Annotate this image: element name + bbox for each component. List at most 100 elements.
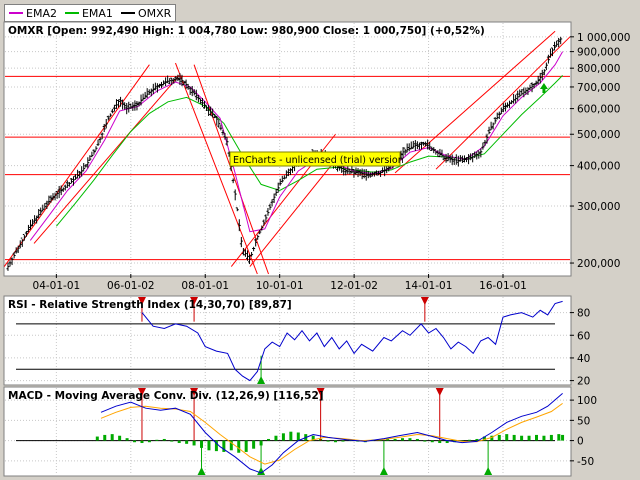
- price-y-tick-label: 200,000: [577, 258, 620, 270]
- legend-label-ema1: EMA1: [81, 6, 113, 20]
- legend-item-ema1: EMA1: [64, 6, 113, 20]
- macd-hist-bar: [140, 440, 144, 444]
- macd-buy-marker: [484, 467, 493, 475]
- legend-item-ema2: EMA2: [9, 7, 57, 20]
- price-markers: [539, 82, 548, 93]
- price-grid: [5, 23, 570, 275]
- macd-hist-bar: [561, 434, 565, 441]
- macd-sell-marker: [190, 388, 199, 396]
- macd-hist-bar: [133, 440, 137, 443]
- rsi-line: [141, 300, 563, 382]
- macd-markers: [137, 388, 493, 475]
- macd-hist-bar: [244, 440, 248, 452]
- macd-hist-bar: [430, 440, 434, 443]
- rsi-y-tick-label: 20: [577, 376, 590, 388]
- price-y-tick-label: 300,000: [577, 201, 620, 213]
- macd-hist-bar: [438, 440, 442, 444]
- macd-sell-marker: [435, 388, 444, 396]
- rsi-sell-marker: [420, 297, 429, 305]
- macd-hist-bar: [520, 435, 524, 441]
- macd-hist-bar: [252, 440, 256, 449]
- macd-hist-bar: [192, 440, 196, 446]
- macd-hist-bar: [222, 440, 226, 452]
- price-x-tick-label: 12-01-02: [330, 280, 378, 292]
- price-y-ticks: 200,000 300,000 400,000 500,000 600,000 700,0…: [570, 32, 630, 270]
- macd-hist-bar: [311, 435, 315, 441]
- legend-item-omxr: OMXR: [120, 6, 172, 20]
- rsi-levels: [16, 323, 555, 370]
- macd-hist-bar: [468, 439, 472, 441]
- macd-hist-bar: [401, 438, 405, 441]
- legend-swatch-ema2: [9, 12, 23, 14]
- watermark-bg: [229, 151, 401, 167]
- price-panel-bg: [3, 21, 572, 277]
- macd-title: MACD - Moving Average Conv. Div. (12,26,…: [8, 390, 324, 402]
- macd-hist-bar: [490, 435, 494, 441]
- legend-label-omxr: OMXR: [137, 6, 172, 20]
- price-x-ticks: 04-01-01 06-01-02 08-01-01 10-01-01 12-01-02…: [33, 274, 527, 292]
- macd-hist-bar: [296, 432, 300, 441]
- price-y-tick-label: 500,000: [577, 129, 620, 141]
- macd-hist-bar: [118, 435, 122, 441]
- macd-grid: [5, 388, 570, 475]
- price-x-tick-label: 14-01-01: [405, 280, 453, 292]
- rsi-y-tick-label: 60: [577, 330, 590, 342]
- ema2-line: [29, 51, 564, 241]
- macd-buy-marker: [257, 467, 266, 475]
- macd-hist-bar: [445, 440, 449, 444]
- price-x-tick-label: 04-01-01: [33, 280, 81, 292]
- macd-hist-bar: [177, 440, 181, 444]
- macd-hist-bar: [535, 434, 539, 441]
- price-x-tick-label: 08-01-01: [181, 280, 229, 292]
- macd-hist-bar: [274, 435, 278, 441]
- macd-buy-marker: [379, 467, 388, 475]
- price-levels: [5, 75, 570, 261]
- macd-hist-bar: [497, 434, 501, 441]
- macd-y-tick-label: 0: [577, 436, 584, 448]
- macd-hist-bar: [408, 438, 412, 441]
- price-trend-line: [249, 155, 340, 267]
- macd-hist-bar: [267, 438, 271, 441]
- legend-swatch-ema1: [64, 12, 79, 14]
- price-x-tick-label: 10-01-01: [256, 280, 304, 292]
- price-trend-line: [435, 36, 571, 170]
- macd-hist-bar: [147, 440, 151, 443]
- price-x-tick-label: 16-01-01: [479, 280, 527, 292]
- macd-hist-bar: [229, 440, 233, 451]
- macd-hist-bar: [341, 440, 345, 442]
- macd-hist-bar: [185, 440, 189, 444]
- macd-hist-bar: [162, 438, 166, 441]
- price-x-tick-label: 06-01-02: [107, 280, 155, 292]
- macd-y-tick-label: 50: [577, 415, 590, 427]
- watermark-text: EnCharts - unlicensed (trial) version: [233, 155, 404, 166]
- macd-y-ticks: -50 0 50 100: [570, 395, 597, 468]
- macd-hist-bar: [326, 440, 330, 442]
- ema1-line: [56, 75, 563, 227]
- macd-hist-bar: [542, 435, 546, 441]
- macd-hist-bar: [505, 434, 509, 441]
- price-y-tick-label: 600,000: [577, 104, 620, 116]
- macd-hist-bar: [475, 438, 479, 441]
- macd-signal-line: [100, 402, 563, 465]
- macd-hist-bar: [170, 440, 174, 442]
- macd-hist-bar: [207, 440, 211, 451]
- macd-hist-bar: [482, 436, 486, 441]
- macd-hist-bar: [281, 433, 285, 441]
- macd-y-tick-label: 100: [577, 395, 597, 407]
- macd-hist-bar: [512, 434, 516, 441]
- macd-hist-bar: [549, 434, 553, 441]
- watermark-badge: EnCharts - unlicensed (trial) version: [229, 151, 404, 167]
- rsi-panel-bg: [3, 295, 572, 386]
- price-trend-line: [3, 64, 150, 267]
- macd-sell-marker: [316, 388, 325, 396]
- rsi-sell-marker: [137, 297, 146, 305]
- macd-hist-bar: [415, 438, 419, 441]
- macd-hist-bar: [103, 434, 107, 441]
- price-y-tick-label: 700,000: [577, 82, 620, 94]
- price-trend-line: [33, 75, 180, 244]
- rsi-buy-marker: [257, 376, 266, 384]
- macd-hist-bar: [289, 431, 293, 441]
- rsi-markers: [137, 297, 429, 384]
- macd-sell-marker: [137, 388, 146, 396]
